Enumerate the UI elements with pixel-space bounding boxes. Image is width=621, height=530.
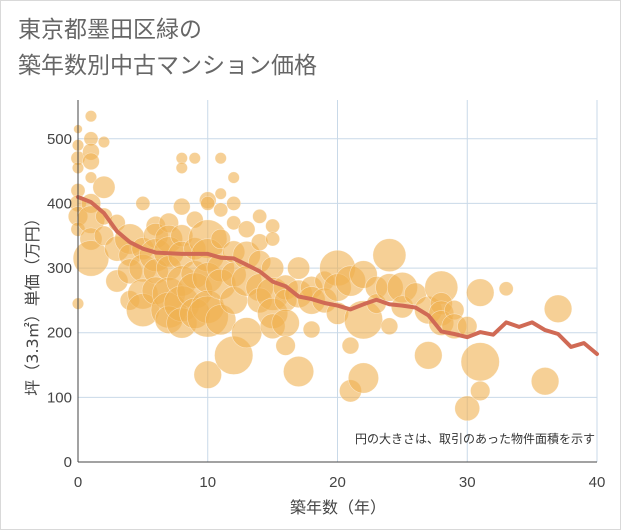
data-bubble	[265, 218, 280, 234]
y-tick-label: 500	[47, 131, 72, 148]
data-bubble	[466, 278, 495, 307]
data-bubble	[135, 196, 151, 211]
bubble-size-note: 円の大きさは、取引のあった物件面積を示す	[355, 431, 595, 446]
y-axis-label: 坪（3.3㎡）単価（万円）	[23, 210, 42, 395]
x-axis-label: 築年数（年）	[290, 498, 386, 517]
data-bubble	[530, 367, 560, 396]
axes: 0 100 200 300 400 500 0 10 20 30 40	[47, 100, 605, 491]
trend-line	[76, 195, 599, 356]
data-bubble	[275, 335, 296, 356]
data-bubble	[287, 256, 310, 280]
data-bubble	[283, 356, 315, 387]
y-tick-label: 300	[47, 260, 72, 277]
data-bubble	[200, 196, 216, 211]
data-bubble	[498, 281, 514, 297]
chart-title: 東京都墨田区緑の 築年数別中古マンション価格	[18, 12, 317, 84]
x-tick-label: 20	[329, 474, 346, 491]
data-bubble	[252, 209, 267, 224]
data-bubble	[372, 238, 407, 272]
y-tick-label: 100	[47, 389, 72, 406]
data-bubble	[188, 152, 201, 165]
data-bubble	[271, 308, 300, 338]
data-bubble	[84, 110, 97, 123]
data-bubble	[302, 320, 321, 339]
chart-title-line-2: 築年数別中古マンション価格	[18, 53, 317, 79]
data-bubble	[454, 395, 480, 422]
data-bubble	[231, 317, 263, 349]
y-tick-label: 200	[47, 325, 72, 342]
data-bubble	[226, 215, 242, 231]
data-bubble	[84, 171, 97, 184]
y-tick-label: 0	[64, 454, 72, 471]
trend-line-series	[76, 195, 599, 356]
data-bubble	[226, 196, 242, 211]
data-bubble	[543, 294, 573, 323]
x-tick-label: 30	[459, 474, 476, 491]
data-bubble	[193, 360, 222, 389]
data-bubble	[97, 136, 110, 149]
data-bubble	[173, 197, 191, 216]
data-bubble	[380, 317, 399, 335]
data-bubble	[82, 152, 100, 171]
chart-title-line-1: 東京都墨田区緑の	[18, 17, 202, 43]
data-bubble	[341, 336, 360, 355]
data-bubble	[414, 341, 443, 370]
y-tick-label: 400	[47, 195, 72, 212]
data-bubble	[214, 187, 227, 200]
data-bubble	[250, 233, 269, 251]
data-bubble	[175, 161, 188, 174]
data-bubble	[92, 175, 116, 199]
data-bubble	[265, 231, 280, 247]
x-tick-label: 0	[74, 474, 82, 491]
data-bubble	[460, 342, 500, 382]
data-bubble	[213, 202, 229, 218]
data-bubble	[470, 380, 491, 401]
bubble-series	[67, 110, 573, 422]
data-bubble	[237, 220, 256, 238]
x-tick-label: 40	[589, 474, 606, 491]
data-bubble	[210, 228, 231, 250]
x-tick-label: 10	[199, 474, 216, 491]
data-bubble	[348, 362, 379, 394]
data-bubble	[227, 171, 240, 184]
data-bubble	[214, 152, 227, 165]
